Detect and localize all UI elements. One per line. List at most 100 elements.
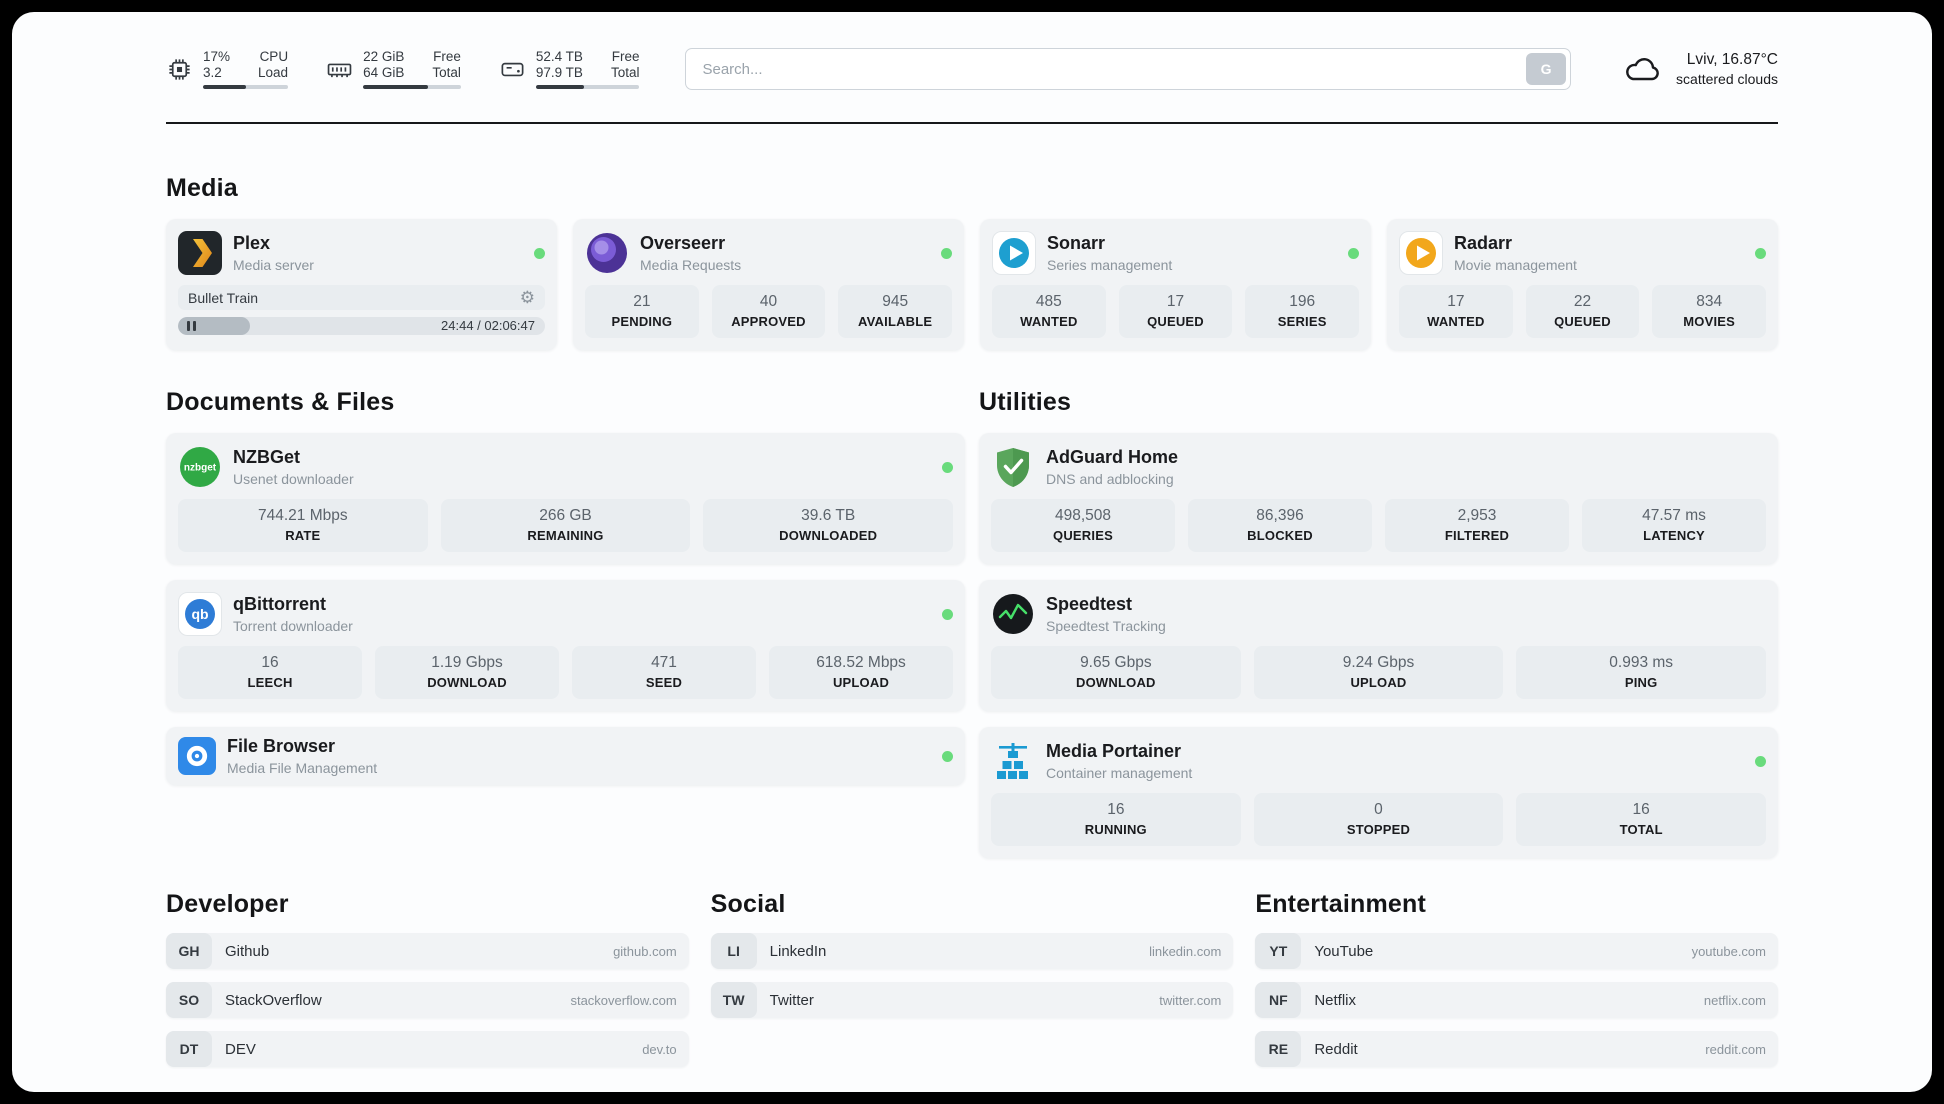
app-subtitle: Media File Management: [227, 760, 378, 776]
link-linkedin[interactable]: LI LinkedIn linkedin.com: [710, 933, 1234, 969]
qbittorrent-icon: qb: [178, 592, 222, 636]
stat-value: 834: [1696, 293, 1723, 310]
app-card-portainer: Media Portainer Container management 16 …: [979, 727, 1778, 858]
memory-total: 64 GiB: [363, 65, 405, 80]
header-divider: [166, 122, 1778, 124]
link-twitter[interactable]: TW Twitter twitter.com: [710, 982, 1234, 1018]
stat-value: 498,508: [1054, 507, 1112, 524]
cpu-label: CPU: [259, 49, 289, 64]
svg-text:qb: qb: [191, 606, 208, 622]
system-metrics: 17% CPU 3.2 Load: [166, 49, 640, 89]
search-engine-button[interactable]: G: [1526, 53, 1567, 85]
link-domain: stackoverflow.com: [570, 992, 677, 1008]
stat-tile: 0.993 ms PING: [1516, 646, 1766, 699]
app-card-speedtest: Speedtest Speedtest Tracking 9.65 Gbps D…: [979, 580, 1778, 711]
stat-value: 266 GB: [539, 507, 592, 524]
app-card-adguard: AdGuard Home DNS and adblocking 498,508 …: [979, 433, 1778, 564]
status-dot: [1755, 247, 1766, 259]
cpu-percent: 17%: [203, 49, 231, 64]
section-documents: Documents & Files nzbget NZBGet Usenet d…: [166, 388, 965, 785]
stat-value: 16: [261, 654, 279, 671]
cpu-load-label: Load: [258, 65, 289, 80]
stat-tile: 485 WANTED: [992, 285, 1106, 338]
cpu-icon: [166, 56, 193, 83]
app-link-portainer[interactable]: Media Portainer Container management: [991, 739, 1766, 783]
app-subtitle: Usenet downloader: [233, 471, 354, 487]
link-abbr: LI: [710, 933, 757, 969]
memory-readout: 22 GiB Free 64 GiB Total: [363, 49, 461, 81]
stat-tile: 498,508 QUERIES: [991, 499, 1175, 552]
stat-value: 945: [882, 293, 909, 310]
link-dev[interactable]: DT DEV dev.to: [166, 1031, 689, 1067]
memory-free: 22 GiB: [363, 49, 405, 64]
stat-value: 16: [1107, 801, 1125, 818]
app-link-qbittorrent[interactable]: qb qBittorrent Torrent downloader: [178, 592, 953, 636]
link-reddit[interactable]: RE Reddit reddit.com: [1255, 1031, 1778, 1067]
app-card-sonarr: Sonarr Series management 485 WANTED 17 Q…: [980, 219, 1371, 350]
app-link-nzbget[interactable]: nzbget NZBGet Usenet downloader: [178, 445, 953, 489]
search-input[interactable]: [685, 48, 1572, 90]
app-subtitle: Media Requests: [640, 257, 742, 273]
link-youtube[interactable]: YT YouTube youtube.com: [1255, 933, 1778, 969]
disk-free: 52.4 TB: [535, 49, 583, 64]
documents-section-title: Documents & Files: [166, 388, 395, 416]
stat-value: 9.65 Gbps: [1080, 654, 1152, 671]
app-link-speedtest[interactable]: Speedtest Speedtest Tracking: [991, 592, 1766, 636]
app-card-nzbget: nzbget NZBGet Usenet downloader 744.21 M…: [166, 433, 965, 564]
app-link-filebrowser[interactable]: File Browser Media File Management: [178, 736, 953, 776]
app-link-radarr[interactable]: Radarr Movie management: [1399, 231, 1766, 275]
section-entertainment: Entertainment YT YouTube youtube.com NF …: [1255, 890, 1778, 1067]
pause-icon[interactable]: [187, 321, 196, 331]
app-link-plex[interactable]: Plex Media server: [178, 231, 545, 275]
radarr-icon: [1399, 231, 1443, 275]
topbar: 17% CPU 3.2 Load: [166, 46, 1778, 92]
status-dot: [941, 247, 952, 259]
link-stackoverflow[interactable]: SO StackOverflow stackoverflow.com: [166, 982, 689, 1018]
stat-label: DOWNLOADED: [779, 528, 878, 543]
plex-icon: [178, 231, 222, 275]
now-playing-row: Bullet Train ⚙: [178, 285, 545, 310]
stat-label: MOVIES: [1683, 314, 1736, 329]
stat-tile: 47.57 ms LATENCY: [1582, 499, 1766, 552]
app-link-sonarr[interactable]: Sonarr Series management: [992, 231, 1359, 275]
stat-label: DOWNLOAD: [427, 675, 507, 690]
section-social: Social LI LinkedIn linkedin.com TW Twitt…: [710, 890, 1234, 1018]
stat-value: 0.993 ms: [1609, 654, 1674, 671]
link-name: Github: [225, 942, 270, 960]
app-card-filebrowser: File Browser Media File Management: [166, 727, 965, 785]
stat-value: 21: [633, 293, 651, 310]
stat-value: 16: [1632, 801, 1650, 818]
link-name: Reddit: [1314, 1040, 1358, 1058]
nzbget-stats: 744.21 Mbps RATE 266 GB REMAINING 39.6 T…: [178, 499, 953, 552]
stat-value: 17: [1447, 293, 1465, 310]
stat-label: LATENCY: [1643, 528, 1705, 543]
stat-label: REMAINING: [527, 528, 604, 543]
overseerr-stats: 21 PENDING 40 APPROVED 945 AVAILABLE: [585, 285, 952, 338]
stat-tile: 266 GB REMAINING: [440, 499, 691, 552]
stat-value: 22: [1573, 293, 1592, 310]
stat-label: UPLOAD: [1350, 675, 1407, 690]
memory-total-label: Total: [432, 65, 461, 80]
link-github[interactable]: GH Github github.com: [166, 933, 689, 969]
utilities-section-title: Utilities: [979, 388, 1072, 416]
playback-progress-bar[interactable]: 24:44 / 02:06:47: [178, 317, 545, 335]
stat-label: AVAILABLE: [858, 314, 933, 329]
stat-label: STOPPED: [1346, 822, 1411, 837]
stat-tile: 16 TOTAL: [1516, 793, 1766, 846]
stat-value: 9.24 Gbps: [1342, 654, 1415, 671]
stat-label: BLOCKED: [1247, 528, 1313, 543]
cpu-usage-bar: [203, 85, 289, 89]
app-link-adguard[interactable]: AdGuard Home DNS and adblocking: [991, 445, 1766, 489]
app-subtitle: Movie management: [1454, 257, 1577, 273]
media-grid: Plex Media server Bullet Train ⚙ 24:44 /…: [166, 219, 1778, 350]
stat-label: SERIES: [1277, 314, 1327, 329]
gear-icon[interactable]: ⚙: [519, 288, 535, 307]
stat-value: 485: [1035, 293, 1062, 310]
stat-label: QUERIES: [1053, 528, 1113, 543]
app-link-overseerr[interactable]: Overseerr Media Requests: [585, 231, 952, 275]
stat-value: 2,953: [1457, 507, 1497, 524]
link-netflix[interactable]: NF Netflix netflix.com: [1255, 982, 1778, 1018]
app-name: Radarr: [1454, 233, 1513, 253]
overseerr-icon: [585, 231, 629, 275]
stat-label: APPROVED: [731, 314, 806, 329]
